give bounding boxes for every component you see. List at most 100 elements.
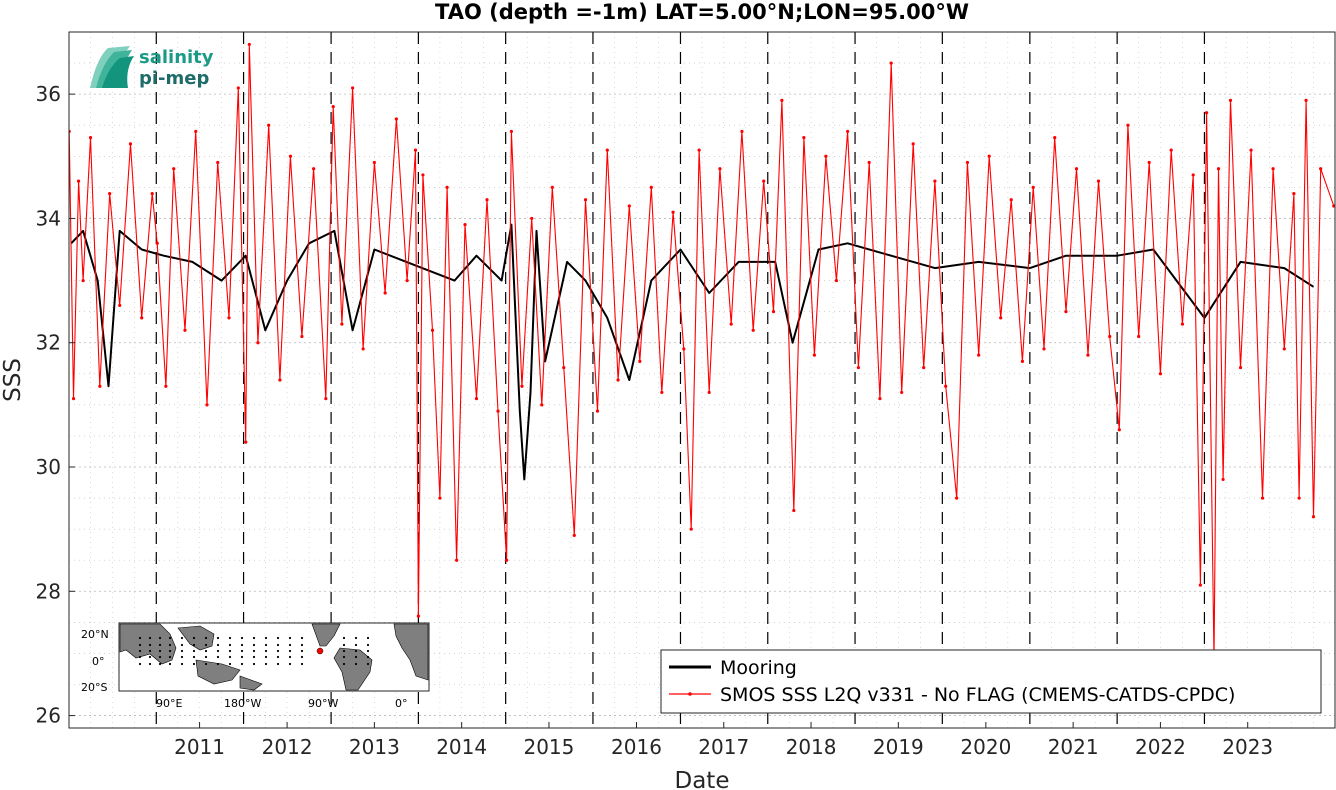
buoy-dot bbox=[276, 643, 280, 647]
buoy-dot bbox=[158, 649, 162, 653]
smos-data-point bbox=[1117, 428, 1121, 432]
smos-data-point bbox=[697, 148, 701, 152]
legend-smos-marker bbox=[688, 692, 692, 696]
buoy-dot bbox=[148, 643, 152, 647]
x-tick-label: 2014 bbox=[436, 735, 487, 759]
smos-data-point bbox=[1332, 204, 1335, 208]
buoy-dot bbox=[148, 649, 152, 653]
smos-data-point bbox=[707, 390, 711, 395]
buoy-dot bbox=[366, 655, 370, 659]
buoy-dot bbox=[138, 643, 142, 647]
buoy-dot bbox=[148, 636, 152, 640]
smos-data-point bbox=[583, 198, 588, 202]
buoy-dot bbox=[192, 662, 196, 666]
smos-data-point bbox=[1074, 167, 1079, 171]
inset-lat-label-equator: 0° bbox=[92, 655, 105, 668]
smos-data-point bbox=[987, 154, 991, 158]
smos-data-point bbox=[164, 384, 168, 388]
smos-data-point bbox=[205, 403, 209, 407]
wave-logo-icon bbox=[90, 46, 134, 88]
smos-data-point bbox=[455, 558, 459, 562]
smos-data-point bbox=[256, 341, 260, 345]
smos-data-point bbox=[812, 353, 816, 357]
buoy-dot bbox=[138, 655, 142, 659]
smos-data-point bbox=[172, 167, 176, 171]
buoy-dot bbox=[228, 655, 232, 659]
inset-lon-label-90w: 90°W bbox=[308, 697, 338, 710]
smos-data-point bbox=[751, 328, 755, 332]
buoy-dot bbox=[342, 662, 346, 666]
smos-data-point bbox=[824, 154, 828, 158]
buoy-dot bbox=[264, 662, 268, 666]
legend-smos-label: SMOS SSS L2Q v331 - No FLAG (CMEMS-CATDS… bbox=[720, 684, 1235, 706]
x-tick-label: 2018 bbox=[786, 735, 837, 759]
smos-data-point bbox=[438, 496, 442, 500]
buoy-dot bbox=[300, 649, 304, 653]
smos-data-point bbox=[324, 397, 328, 401]
smos-data-point bbox=[740, 129, 744, 134]
buoy-dot bbox=[252, 649, 256, 653]
y-tick-label: 34 bbox=[36, 206, 61, 230]
logo-line-1: salinity bbox=[139, 47, 214, 68]
buoy-dot bbox=[342, 643, 346, 647]
mooring-series-line bbox=[70, 223, 1315, 481]
buoy-dot bbox=[192, 643, 196, 647]
buoy-dot bbox=[204, 643, 208, 647]
buoy-dot bbox=[204, 636, 208, 640]
mooring-location-marker bbox=[316, 647, 324, 655]
smos-data-point bbox=[421, 173, 425, 177]
smos-data-point bbox=[496, 409, 500, 413]
smos-data-point bbox=[244, 440, 248, 444]
smos-data-point bbox=[846, 129, 850, 134]
buoy-dot bbox=[216, 636, 220, 640]
buoy-dot bbox=[168, 636, 172, 640]
smos-data-point bbox=[771, 310, 776, 314]
smos-data-point bbox=[729, 322, 733, 326]
smos-data-point bbox=[1126, 123, 1130, 127]
legend-box bbox=[660, 649, 1322, 714]
x-tick-label: 2017 bbox=[698, 735, 749, 759]
smos-data-point bbox=[718, 167, 722, 171]
buoy-dot bbox=[180, 643, 184, 647]
buoy-dot bbox=[216, 643, 220, 647]
inset-lon-label-90e: 90°E bbox=[156, 697, 182, 710]
buoy-dot bbox=[288, 655, 292, 659]
land-masses bbox=[119, 623, 429, 691]
y-tick-label: 26 bbox=[36, 704, 61, 728]
buoy-dot bbox=[288, 636, 292, 640]
buoy-dot bbox=[300, 643, 304, 647]
x-tick-label: 2022 bbox=[1135, 735, 1186, 759]
smos-data-point bbox=[108, 191, 112, 196]
smos-data-point bbox=[81, 278, 85, 283]
x-tick-label: 2019 bbox=[873, 735, 924, 759]
smos-data-point bbox=[867, 160, 871, 165]
buoy-dot bbox=[366, 649, 370, 653]
salinity-pi-mep-logo: salinity pi-mep bbox=[90, 46, 214, 89]
buoy-dot bbox=[240, 643, 244, 647]
buoy-dot bbox=[138, 649, 142, 653]
smos-data-point bbox=[1238, 365, 1243, 370]
buoy-dot bbox=[240, 662, 244, 666]
smos-data-point bbox=[1204, 111, 1209, 115]
buoy-dot bbox=[168, 649, 172, 653]
buoy-dot bbox=[168, 662, 172, 666]
x-tick-label: 2015 bbox=[523, 735, 574, 759]
chart-title: TAO (depth =-1m) LAT=5.00°N;LON=95.00°W bbox=[435, 0, 969, 24]
inset-location-map: 20°N 0° 20°S 90°E 180°W 90°W 0° bbox=[81, 622, 430, 710]
smos-data-point bbox=[1031, 185, 1035, 189]
buoy-dot bbox=[276, 636, 280, 640]
logo-line-2: pi-mep bbox=[139, 68, 209, 89]
y-tick-label: 36 bbox=[36, 82, 61, 106]
buoy-dot bbox=[228, 649, 232, 653]
smos-data-point bbox=[1221, 477, 1225, 482]
smos-data-point bbox=[530, 216, 534, 221]
buoy-dot bbox=[342, 655, 346, 659]
smos-data-point bbox=[474, 397, 479, 401]
smos-data-point bbox=[660, 390, 664, 395]
smos-data-point bbox=[1304, 98, 1308, 102]
smos-data-point bbox=[1158, 372, 1163, 376]
smos-data-point bbox=[312, 167, 316, 171]
smos-data-point bbox=[1249, 148, 1253, 152]
buoy-dot bbox=[264, 643, 268, 647]
buoy-dot bbox=[158, 636, 162, 640]
